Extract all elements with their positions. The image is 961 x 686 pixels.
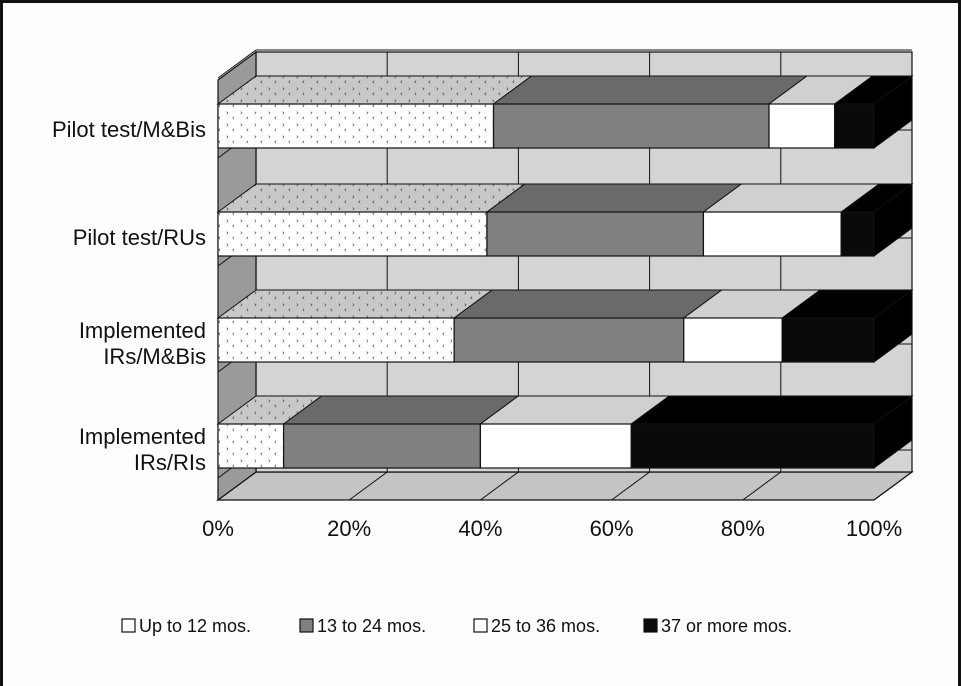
- bar-segment: [217, 103, 495, 149]
- category-label: IRs/M&Bis: [103, 344, 206, 369]
- legend-label: 25 to 36 mos.: [491, 616, 600, 636]
- gridline-floor: [873, 471, 913, 501]
- legend-label: 37 or more mos.: [661, 616, 792, 636]
- bar-segment: [217, 423, 285, 469]
- bar-segment-top: [629, 395, 914, 425]
- x-tick-label: 0%: [202, 516, 234, 541]
- bar-segment-top: [485, 183, 743, 213]
- bar-segment: [479, 423, 632, 469]
- bar-segment: [768, 103, 836, 149]
- category-label: Implemented: [79, 318, 206, 343]
- bar-segment-side: [873, 289, 913, 363]
- legend-label: 13 to 24 mos.: [317, 616, 426, 636]
- bar-segment: [486, 211, 705, 257]
- x-tick-label: 60%: [590, 516, 634, 541]
- bar-segment-top: [452, 289, 724, 319]
- bar-segment: [781, 317, 875, 363]
- category-label: Pilot test/RUs: [73, 225, 206, 250]
- bar-segment-top: [216, 183, 527, 213]
- legend-swatch: [299, 618, 314, 633]
- x-tick-label: 100%: [846, 516, 902, 541]
- bar-segment-top: [491, 75, 809, 105]
- legend-swatch: [643, 618, 658, 633]
- bar-segment: [834, 103, 875, 149]
- bar-segment: [217, 317, 455, 363]
- bar-segment: [283, 423, 482, 469]
- bar-segment: [492, 103, 770, 149]
- bar-segment-top: [216, 289, 494, 319]
- gridline-floor: [348, 471, 388, 501]
- bar-segment: [453, 317, 685, 363]
- category-labels: Pilot test/M&Bis Pilot test/RUs Implemente…: [52, 117, 206, 475]
- bar-segment-side: [873, 183, 913, 257]
- legend-swatch: [473, 618, 488, 633]
- bar-segment-top: [216, 75, 534, 105]
- bar-segment: [702, 211, 842, 257]
- chart-floor: [216, 471, 914, 501]
- legend-swatch: [121, 618, 136, 633]
- bar-segment: [683, 317, 783, 363]
- bar-segment: [840, 211, 875, 257]
- bar-segment: [630, 423, 875, 469]
- category-label: Implemented: [79, 424, 206, 449]
- legend-label: Up to 12 mos.: [139, 616, 251, 636]
- x-tick-label: 20%: [327, 516, 371, 541]
- bars: [216, 75, 914, 469]
- floor-plane: [216, 471, 914, 501]
- gridline-floor: [611, 471, 650, 501]
- gridline-floor: [742, 471, 782, 501]
- x-tick-labels: 0% 20% 40% 60% 80% 100%: [202, 516, 902, 541]
- bar-segment: [217, 211, 488, 257]
- gridline-side: [217, 49, 257, 79]
- x-tick-label: 80%: [721, 516, 765, 541]
- category-label: IRs/RIs: [134, 450, 206, 475]
- bar-segment-side: [873, 395, 913, 469]
- bar-segment-side: [873, 75, 913, 149]
- gridline-floor: [480, 471, 519, 501]
- x-tick-label: 40%: [458, 516, 502, 541]
- bar-segment-top: [282, 395, 520, 425]
- category-label: Pilot test/M&Bis: [52, 117, 206, 142]
- legend: Up to 12 mos. 13 to 24 mos. 25 to 36 mos. 3…: [121, 616, 792, 636]
